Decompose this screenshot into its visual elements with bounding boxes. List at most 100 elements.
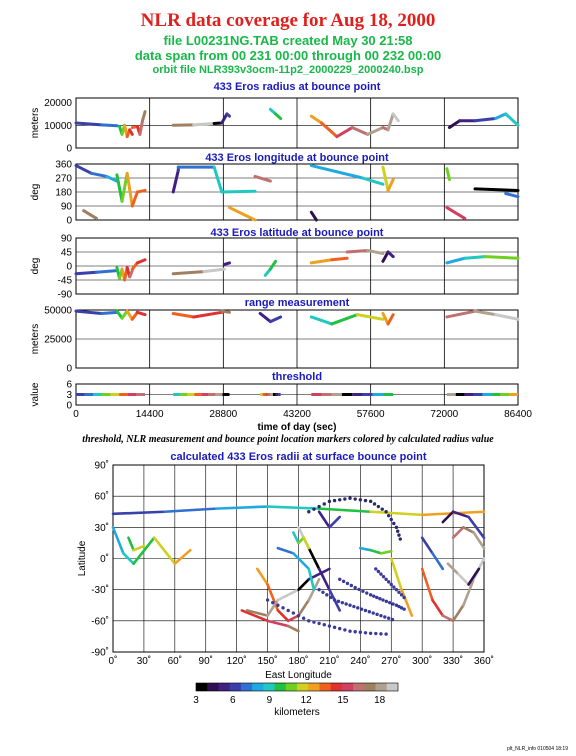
bounce-point-dot <box>376 569 381 574</box>
data-line-segment <box>274 112 283 120</box>
data-line-segment <box>220 309 231 314</box>
orbit-line: orbit file NLR393v3ocm-11p2_2000229_2000… <box>152 64 424 76</box>
bounce-point-dot <box>384 577 388 581</box>
data-line-segment <box>125 171 134 208</box>
track-segment <box>240 609 269 623</box>
track-segment <box>379 549 393 555</box>
data-line-segment <box>360 176 385 186</box>
data-line-segment <box>350 126 370 136</box>
track-segment <box>266 598 280 617</box>
bounce-point-dot <box>338 626 342 631</box>
data-line-segment <box>100 123 119 128</box>
colorbar-swatch <box>330 683 343 691</box>
bounce-point-dot <box>332 598 337 602</box>
bounce-point-dot <box>317 621 321 626</box>
bounce-point-dot <box>345 581 350 586</box>
bounce-point-dot <box>353 585 357 590</box>
bounce-point-dot <box>332 498 337 503</box>
x-tick-label: 0 <box>73 409 79 420</box>
x-axis-label: time of day (sec) <box>258 422 337 433</box>
data-line-segment <box>330 313 359 326</box>
bounce-point-dot <box>329 595 333 600</box>
bounce-point-dot <box>317 587 321 592</box>
y-tick-label: 30˚ <box>95 522 109 534</box>
data-line-segment <box>105 174 119 183</box>
track-segment <box>266 505 321 510</box>
track-segment <box>127 536 135 552</box>
y-axis-label: meters <box>30 108 41 139</box>
y-tick-label: 45 <box>61 248 73 259</box>
bounce-point-dot <box>395 529 400 533</box>
bounce-point-dot <box>394 525 399 530</box>
data-line-segment <box>225 112 231 118</box>
colorbar-tick-label: 18 <box>374 695 386 706</box>
bounce-point-dot <box>384 632 388 636</box>
y-axis-label: deg <box>30 258 41 275</box>
track-segment <box>307 567 316 591</box>
bounce-point-dot <box>363 608 368 613</box>
data-line-segment <box>381 165 390 192</box>
bounce-point-dot <box>281 606 285 610</box>
colorbar-swatch <box>229 683 242 691</box>
bounce-point-dot <box>363 498 368 503</box>
colorbar-swatch <box>218 683 231 691</box>
data-line-segment <box>268 259 278 271</box>
y-tick-label: 0 <box>66 262 72 273</box>
colorbar-swatch <box>263 683 275 691</box>
data-line-segment <box>345 248 370 254</box>
bounce-point-dot <box>343 497 347 501</box>
bounce-point-dot <box>307 510 311 514</box>
x-tick-label: 86400 <box>504 409 532 420</box>
data-line-segment <box>227 206 257 222</box>
figure-caption: threshold, NLR measurement and bounce po… <box>82 434 494 445</box>
bounce-point-dot <box>384 510 388 514</box>
data-line-segment <box>130 190 139 208</box>
track-segment <box>359 546 372 552</box>
data-line-segment <box>138 119 145 136</box>
bounce-point-dot <box>356 606 360 610</box>
colorbar-tick-label: 9 <box>267 695 273 706</box>
footer-stamp: plt_NLR_info 010504 18:19 <box>507 746 568 752</box>
bounce-point-dot <box>365 591 369 595</box>
data-line-segment <box>135 310 147 317</box>
panel-title: range measurement <box>245 297 350 309</box>
data-line-segment <box>445 167 451 182</box>
colorbar-tick-label: 15 <box>337 695 349 706</box>
data-line-segment <box>309 210 318 222</box>
bounce-point-dot <box>381 598 385 602</box>
bounce-point-dot <box>348 603 352 607</box>
colorbar-swatch <box>297 683 309 691</box>
data-line-segment <box>445 256 467 265</box>
track-segment <box>420 536 434 555</box>
bounce-point-dot <box>380 507 384 511</box>
data-line-segment <box>445 309 477 319</box>
track-segment <box>317 567 331 591</box>
x-tick-label: 0˚ <box>109 655 118 667</box>
x-tick-label: 210˚ <box>319 655 339 667</box>
data-line-segment <box>504 112 520 127</box>
bounce-point-dot <box>402 607 406 611</box>
bounce-point-dot <box>375 595 379 600</box>
colorbar-tick-label: 12 <box>301 695 313 706</box>
bounce-point-dot <box>336 599 341 604</box>
x-tick-label: 120˚ <box>227 655 247 667</box>
bounce-point-dot <box>327 624 332 628</box>
y-tick-label: 6 <box>66 380 72 391</box>
bounce-point-dot <box>392 521 396 526</box>
data-line-segment <box>309 164 364 180</box>
data-line-segment <box>504 192 520 199</box>
data-line-segment <box>222 261 231 266</box>
bounce-point-dot <box>332 625 337 630</box>
bounce-point-dot <box>383 615 387 619</box>
data-line-segment <box>386 178 395 192</box>
x-tick-label: 72000 <box>430 409 458 420</box>
colorbar-swatch <box>196 683 208 691</box>
track-segment <box>111 510 166 516</box>
bounce-point-dot <box>381 574 386 579</box>
y-tick-label: 180 <box>55 188 72 199</box>
data-line-segment <box>473 187 520 192</box>
data-line-segment <box>192 121 216 127</box>
panel-title: threshold <box>272 371 322 383</box>
data-line-segment <box>366 248 385 256</box>
x-tick-label: 60˚ <box>168 655 182 667</box>
